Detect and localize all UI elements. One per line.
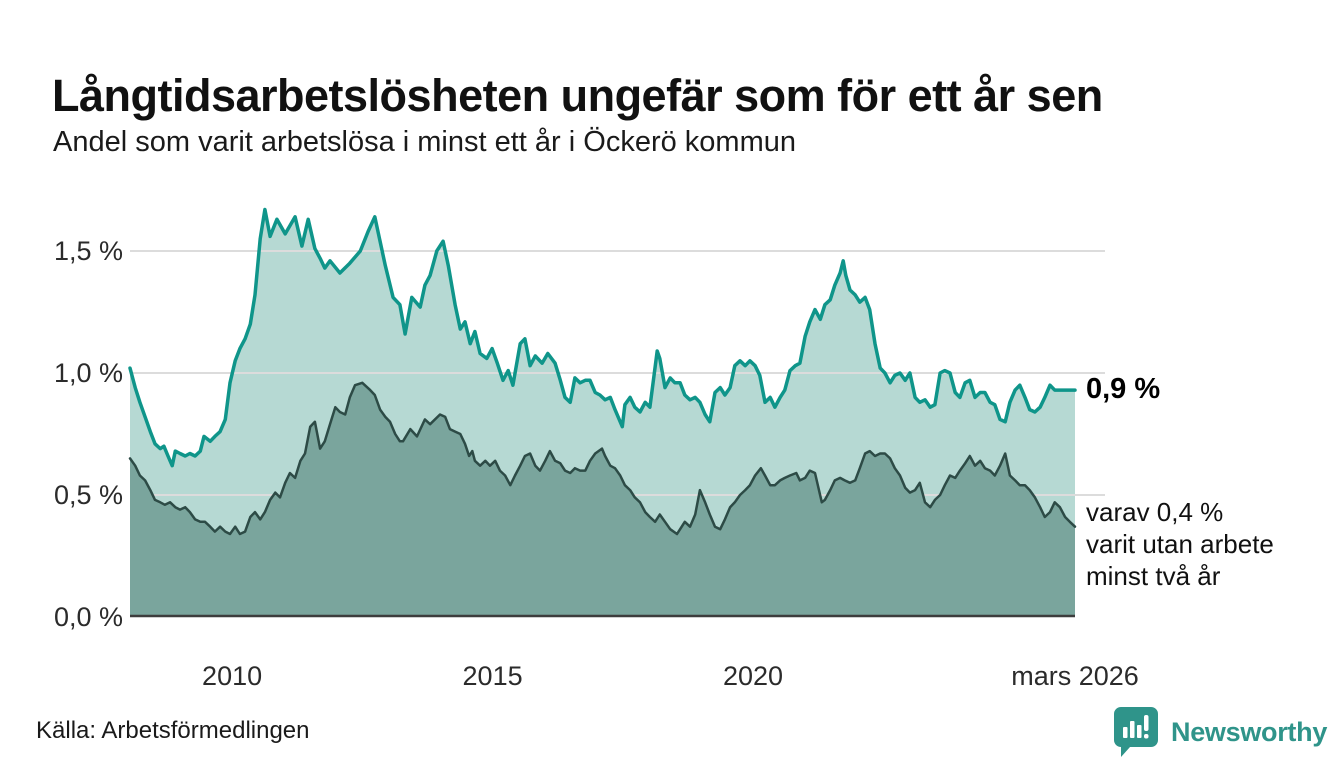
x-tick-label: 2010 bbox=[202, 661, 263, 691]
page-title: Långtidsarbetslösheten ungefär som för e… bbox=[52, 70, 1103, 122]
newsworthy-wordmark: Newsworthy bbox=[1171, 716, 1328, 747]
y-tick-label: 1,5 % bbox=[53, 236, 123, 266]
chart-subtitle: Andel som varit arbetslösa i minst ett å… bbox=[53, 126, 796, 158]
series-min-two-years-area bbox=[130, 382, 1075, 617]
newsworthy-chart-bubble-icon bbox=[1114, 707, 1158, 757]
latest-value-label: 0,9 % bbox=[1086, 373, 1161, 405]
y-tick-label: 1,0 % bbox=[53, 358, 123, 388]
series-min-two-years-line bbox=[128, 381, 1077, 536]
secondary-series-label-line3: minst två år bbox=[1086, 561, 1221, 591]
y-tick-label: 0,5 % bbox=[53, 480, 123, 510]
x-tick-label: 2020 bbox=[723, 661, 784, 691]
secondary-series-label: varav 0,4 % varit utan arbete minst två … bbox=[1086, 496, 1274, 592]
secondary-series-label-line1: varav 0,4 % bbox=[1086, 497, 1224, 527]
series-min-one-year-line bbox=[128, 207, 1077, 468]
x-tick-label: mars 2026 bbox=[1011, 661, 1139, 691]
source-credit: Källa: Arbetsförmedlingen bbox=[36, 717, 310, 744]
x-tick-label: 2015 bbox=[462, 661, 523, 691]
area-chart bbox=[128, 207, 1105, 618]
y-tick-label: 0,0 % bbox=[53, 602, 123, 632]
newsworthy-logo: Newsworthy bbox=[1113, 704, 1327, 760]
secondary-series-label-line2: varit utan arbete bbox=[1086, 529, 1274, 559]
